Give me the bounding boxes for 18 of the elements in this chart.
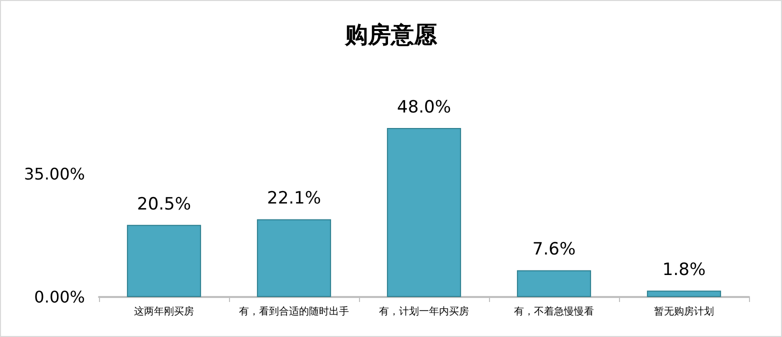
- data-label: 48.0%: [396, 98, 452, 118]
- bar: [256, 219, 332, 297]
- bar: [646, 290, 722, 297]
- x-tick-label: 有，不着急慢慢看: [514, 306, 594, 318]
- x-tick-label: 暂无购房计划: [654, 306, 714, 318]
- data-label: 7.6%: [532, 240, 576, 260]
- x-tick-label: 这两年刚买房: [134, 306, 194, 318]
- data-label: 1.8%: [662, 260, 706, 280]
- data-label: 20.5%: [136, 194, 192, 214]
- data-label: 22.1%: [266, 188, 322, 209]
- x-tick-label: 有，计划一年内买房: [379, 306, 469, 318]
- y-tick-label: 0.00%: [34, 288, 85, 306]
- bar: [126, 224, 202, 297]
- x-tick-label: 有，看到合适的随时出手: [239, 306, 349, 318]
- y-tick-label: 35.00%: [24, 164, 85, 184]
- bar: [516, 270, 592, 297]
- bar: [386, 128, 462, 297]
- chart-title: 购房意愿: [344, 22, 438, 48]
